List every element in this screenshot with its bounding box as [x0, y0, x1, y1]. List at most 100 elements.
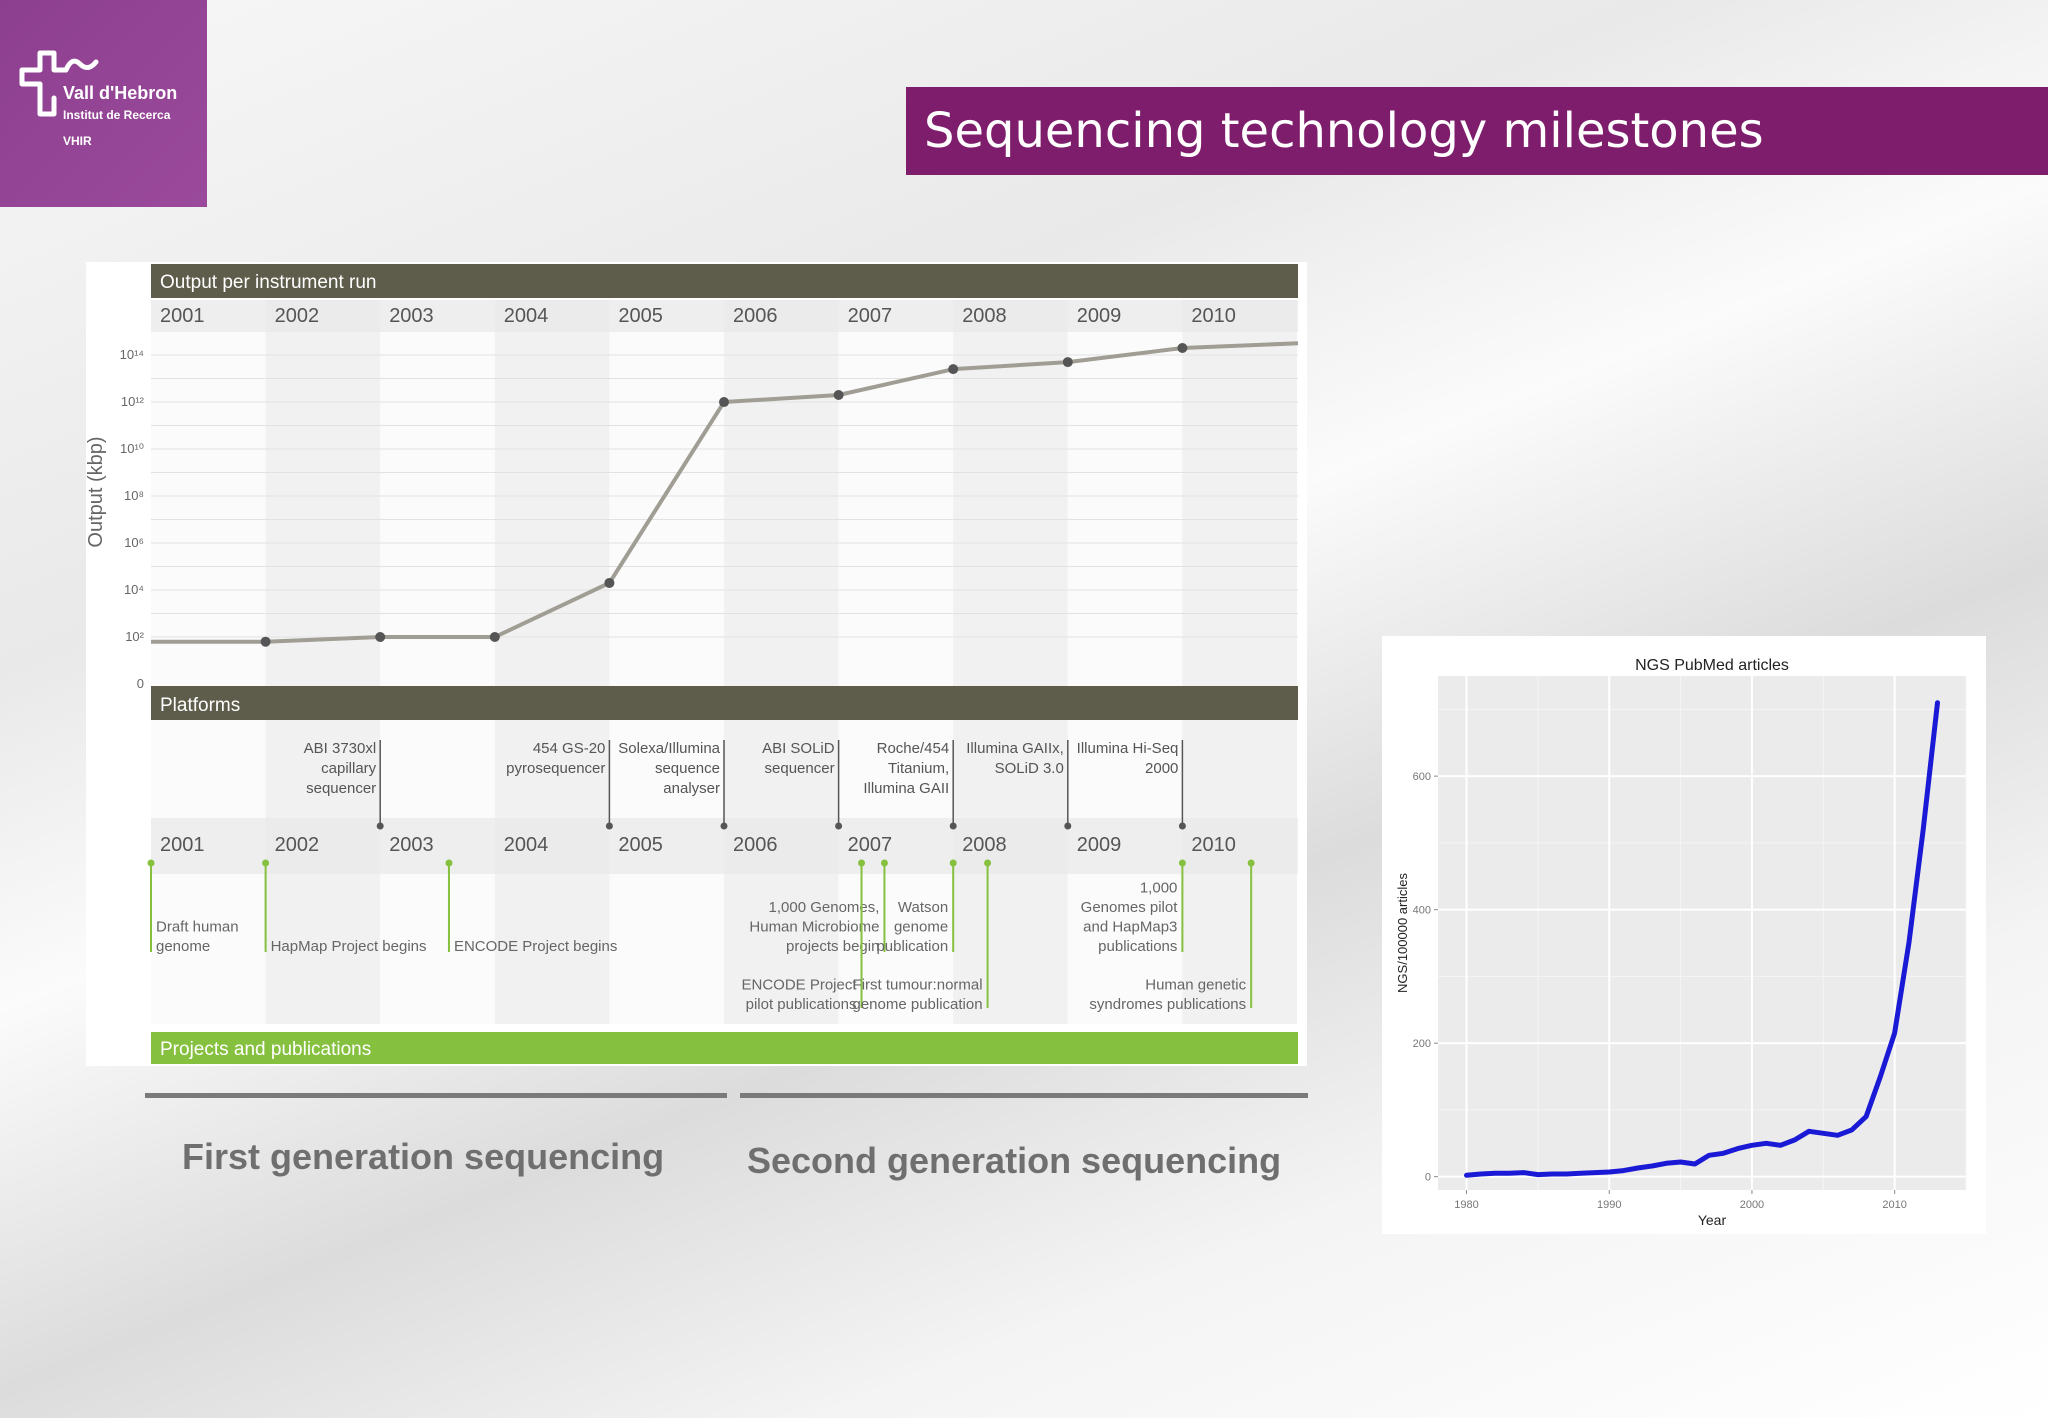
platform-label: SOLiD 3.0 [995, 760, 1064, 777]
ngs-x-tick-label: 1990 [1597, 1199, 1621, 1211]
first-generation-rule [145, 1093, 727, 1098]
project-marker-dot [880, 859, 888, 867]
ngs-plot-panel [1438, 676, 1966, 1190]
project-marker-dot [262, 859, 270, 867]
project-label: 1,000 Genomes, [769, 899, 880, 916]
ngs-x-tick-label: 1980 [1454, 1199, 1478, 1211]
platform-label: Solexa/Illumina [618, 740, 720, 757]
project-label: First tumour:normal [853, 977, 983, 994]
platform-marker-dot [605, 822, 613, 830]
platform-marker-dot [835, 822, 843, 830]
year-label-top: 2001 [160, 305, 205, 327]
project-marker-dot [1247, 859, 1255, 867]
platform-label: 454 GS-20 [533, 740, 606, 757]
year-label-mid: 2008 [962, 834, 1007, 856]
year-label-mid: 2005 [618, 834, 663, 856]
y-tick-label: 10¹⁰ [120, 441, 144, 456]
vhir-cross-icon [19, 50, 99, 117]
project-label: Human genetic [1145, 977, 1246, 994]
y-tick-label: 10¹⁴ [120, 347, 144, 362]
year-label-mid: 2003 [389, 834, 434, 856]
second-generation-rule [740, 1093, 1308, 1098]
platform-label: ABI SOLiD [762, 740, 835, 757]
ngs-pubmed-chart: 0 200 400 600 1980 1990 2000 2010 NGS PubMed art… [1395, 657, 1967, 1228]
platform-marker-dot [376, 822, 384, 830]
output-data-point [604, 577, 615, 588]
platform-label: ABI 3730xl [304, 740, 377, 757]
year-column-band [265, 300, 381, 1024]
platform-label: capillary [321, 760, 377, 777]
output-header-bar [151, 264, 1298, 298]
projects-header-title: Projects and publications [160, 1039, 371, 1060]
year-column-band [494, 300, 610, 1024]
y-tick-label: 10⁴ [124, 582, 144, 597]
project-marker-dot [445, 859, 453, 867]
output-data-point [489, 632, 500, 643]
logo-name: Vall d'Hebron [63, 83, 178, 103]
year-label-top: 2009 [1077, 305, 1122, 327]
platforms-header-title: Platforms [160, 695, 240, 716]
platform-label: Roche/454 [877, 740, 950, 757]
output-data-point [260, 636, 271, 647]
project-marker-dot [858, 859, 866, 867]
year-column-band [1182, 300, 1297, 1024]
project-label: 1,000 [1140, 880, 1178, 897]
year-column-band [838, 300, 954, 1024]
project-label: genome publication [852, 996, 982, 1013]
project-label: pilot publications [746, 996, 857, 1013]
project-marker-dot [949, 859, 957, 867]
year-strip [151, 300, 1298, 332]
ngs-x-tick-label: 2010 [1882, 1199, 1906, 1211]
ngs-y-tick-label: 200 [1413, 1038, 1431, 1050]
y-axis-label: Output (kbp) [86, 436, 107, 547]
project-label: syndromes publications [1089, 996, 1246, 1013]
output-data-point [1177, 343, 1188, 353]
year-column-band [151, 300, 266, 1024]
project-label: publication [876, 938, 948, 955]
platform-marker-dot [1178, 822, 1186, 830]
project-label: Genomes pilot [1081, 899, 1179, 916]
year-label-top: 2004 [504, 305, 549, 327]
project-label: Watson [898, 899, 948, 916]
year-column-band [609, 300, 724, 1024]
output-timeline-chart: Output per instrument run Platforms Projec… [86, 264, 1299, 1064]
platform-label: Illumina GAIIx, [966, 740, 1064, 757]
platform-label: pyrosequencer [506, 760, 605, 777]
project-label: HapMap Project begins [271, 938, 427, 955]
project-marker-dot [984, 859, 992, 867]
platform-marker-dot [949, 822, 957, 830]
second-generation-label: Second generation sequencing [747, 1140, 1282, 1181]
project-label: publications [1098, 938, 1177, 955]
ngs-y-axis-label: NGS/100000 articles [1395, 873, 1410, 993]
year-label-top: 2008 [962, 305, 1007, 327]
output-data-point [375, 632, 386, 643]
platform-label: sequencer [306, 780, 376, 797]
year-label-top: 2007 [848, 305, 893, 327]
platform-label: sequencer [765, 760, 835, 777]
ngs-chart-title: NGS PubMed articles [1635, 657, 1789, 674]
year-column-band [953, 300, 1068, 1024]
project-label: Draft human [156, 919, 239, 936]
platform-label: Illumina Hi-Seq [1077, 740, 1179, 757]
year-column-band [1067, 300, 1183, 1024]
ngs-y-tick-label: 400 [1413, 905, 1431, 917]
platform-marker-dot [1064, 822, 1072, 830]
y-tick-label: 10¹² [121, 394, 145, 409]
project-marker-dot [147, 859, 155, 867]
ngs-y-tick-label: 0 [1425, 1172, 1431, 1184]
year-column-band [380, 300, 495, 1024]
platform-marker-dot [720, 822, 728, 830]
ngs-x-tick-label: 2000 [1740, 1199, 1764, 1211]
project-label: Human Microbiome [749, 919, 879, 936]
y-tick-label: 10⁸ [124, 488, 144, 503]
projects-header-bar [151, 1032, 1298, 1064]
vhir-logo: Vall d'Hebron Institut de Recerca VHIR [0, 0, 207, 207]
logo-abbr: VHIR [63, 134, 92, 148]
output-data-point [1062, 357, 1073, 368]
platform-label: Illumina GAII [863, 780, 949, 797]
project-label: ENCODE Project [741, 977, 857, 994]
project-label: genome [894, 919, 948, 936]
year-label-mid: 2009 [1077, 834, 1122, 856]
platform-label: Titanium, [888, 760, 949, 777]
y-tick-label: 10⁶ [124, 535, 144, 550]
